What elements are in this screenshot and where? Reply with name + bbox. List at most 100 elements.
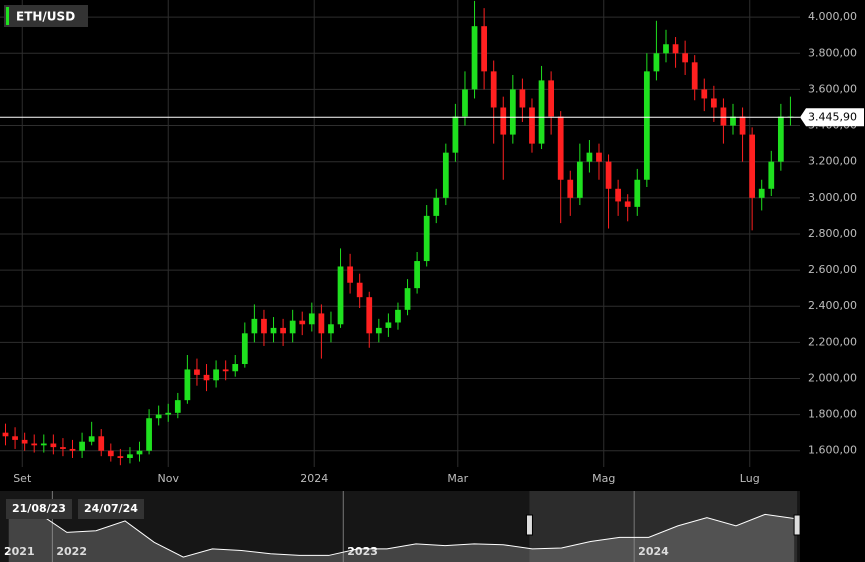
candle-body bbox=[615, 188, 621, 202]
candle-body bbox=[500, 107, 507, 135]
candle-body bbox=[79, 441, 85, 451]
candle-body bbox=[69, 448, 76, 451]
candle-body bbox=[12, 436, 18, 440]
candle-body bbox=[356, 282, 363, 298]
candle-body bbox=[385, 322, 392, 328]
candle-body bbox=[174, 400, 181, 413]
navigator-line bbox=[8, 504, 795, 558]
candle-body bbox=[404, 288, 411, 310]
candle-body bbox=[433, 197, 440, 216]
x-tick-label: Set bbox=[13, 472, 32, 485]
candle-body bbox=[127, 454, 133, 458]
candle-body bbox=[155, 414, 162, 419]
y-tick-label: 1.600,00 bbox=[808, 444, 857, 457]
candle-body bbox=[184, 369, 191, 401]
navigator-tick-label: 2022 bbox=[56, 545, 87, 558]
title-box bbox=[4, 5, 88, 27]
candle-body bbox=[720, 107, 727, 126]
candle-body bbox=[672, 44, 679, 54]
candle-body bbox=[423, 215, 430, 262]
window-label-box bbox=[78, 499, 144, 519]
last-price-label: 3.445,90 bbox=[808, 110, 857, 123]
candle-body bbox=[232, 364, 239, 372]
x-tick-label: Mag bbox=[592, 472, 615, 485]
candle-body bbox=[50, 443, 57, 448]
navigator-tick-label: 2021 bbox=[4, 545, 35, 558]
y-tick-label: 3.600,00 bbox=[808, 82, 857, 95]
candle-body bbox=[165, 412, 172, 415]
candle-body bbox=[98, 436, 105, 451]
candle-body bbox=[509, 89, 516, 135]
candle-body bbox=[739, 116, 746, 135]
candle-body bbox=[213, 369, 219, 381]
navigator-area bbox=[8, 504, 795, 562]
candle-body bbox=[21, 439, 28, 444]
candle-body bbox=[576, 161, 583, 198]
candle-body bbox=[462, 89, 468, 117]
candle-body bbox=[605, 161, 612, 189]
candle-body bbox=[194, 369, 200, 375]
candle-body bbox=[146, 418, 152, 451]
candle-body bbox=[663, 44, 669, 54]
y-tick-label: 3.000,00 bbox=[808, 191, 857, 204]
navigator-handle[interactable] bbox=[525, 514, 533, 536]
candle-body bbox=[691, 62, 698, 90]
candle-body bbox=[136, 450, 143, 455]
navigator: 2021 2022 2023 2024 21/08/23 24/07/24 bbox=[4, 491, 801, 562]
candle-body bbox=[318, 313, 325, 334]
candle-body bbox=[222, 369, 229, 372]
x-tick-label: Lug bbox=[740, 472, 760, 485]
x-tick-label: 2024 bbox=[300, 472, 328, 485]
y-tick-label: 2.400,00 bbox=[808, 299, 857, 312]
candle-body bbox=[624, 201, 631, 207]
y-tick-label: 2.600,00 bbox=[808, 263, 857, 276]
candle-body bbox=[768, 161, 775, 189]
candle-body bbox=[289, 320, 296, 334]
y-tick-label: 4.000,00 bbox=[808, 10, 857, 23]
navigator-tick-label: 2024 bbox=[638, 545, 669, 558]
candle-body bbox=[490, 71, 497, 108]
candle-body bbox=[634, 179, 641, 207]
candle-body bbox=[337, 266, 344, 325]
candle-body bbox=[203, 374, 210, 381]
candle-body bbox=[31, 443, 38, 446]
candle-body bbox=[280, 327, 286, 334]
candle-body bbox=[241, 333, 248, 365]
candle-body bbox=[328, 324, 334, 334]
candle-body bbox=[710, 98, 717, 108]
candle-body bbox=[596, 152, 602, 162]
navigator-tick-label: 2023 bbox=[347, 545, 378, 558]
candle-body bbox=[261, 318, 267, 334]
window-label: 21/08/23 bbox=[12, 502, 66, 515]
y-tick-label: 2.800,00 bbox=[808, 227, 857, 240]
candle-body bbox=[529, 107, 535, 144]
candle-body bbox=[107, 450, 114, 457]
candle-body bbox=[653, 53, 660, 72]
grid: 1.600,00 1.800,00 2.000,00 2.200,00 2.400,00… bbox=[0, 0, 857, 485]
y-tick-label: 2.200,00 bbox=[808, 335, 857, 348]
candle-body bbox=[730, 116, 736, 126]
candle-body bbox=[777, 116, 784, 162]
y-tick-label: 3.800,00 bbox=[808, 46, 857, 59]
title-marker bbox=[6, 7, 9, 25]
candle-body bbox=[395, 309, 401, 323]
candle-body bbox=[557, 116, 564, 180]
x-tick-label: Nov bbox=[157, 472, 179, 485]
navigator-handle[interactable] bbox=[793, 514, 801, 536]
candle-body bbox=[270, 327, 277, 334]
candle-body bbox=[414, 261, 420, 289]
y-tick-label: 3.200,00 bbox=[808, 155, 857, 168]
candle-body bbox=[251, 318, 258, 334]
candle-body bbox=[366, 297, 373, 334]
candle-body bbox=[442, 152, 449, 198]
last-price-pointer bbox=[800, 108, 864, 127]
candle-body bbox=[643, 71, 650, 180]
candle-body bbox=[40, 443, 47, 446]
candle-body bbox=[308, 313, 315, 325]
navigator-window bbox=[529, 491, 798, 562]
candle-body bbox=[538, 80, 545, 144]
candle-body bbox=[88, 436, 95, 442]
candle-body bbox=[519, 89, 526, 108]
